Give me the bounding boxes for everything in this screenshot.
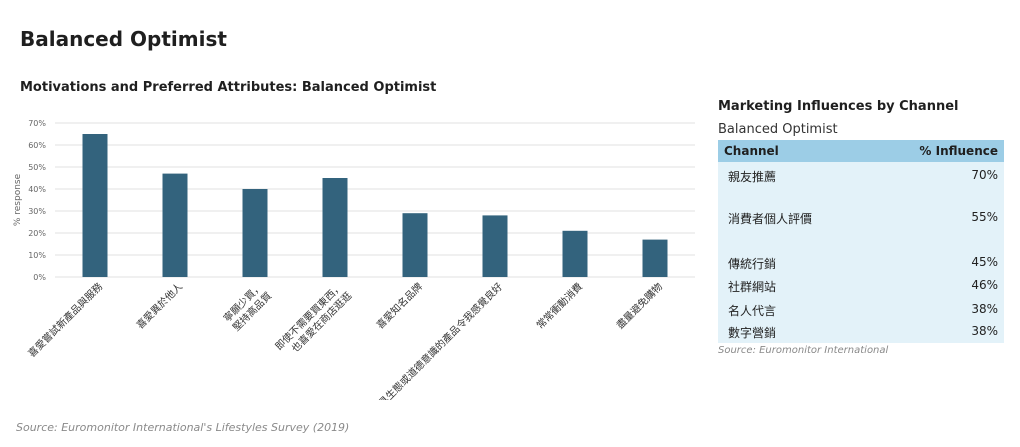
influence-table: Channel % Influence 親友推薦 70% 消費者個人評價 55%…	[718, 140, 1004, 343]
table-subtitle: Balanced Optimist	[718, 122, 838, 137]
row-channel: 傳統行銷	[728, 257, 777, 271]
x-tick-label: 即使不需要買東西，也喜愛在商店逛逛	[272, 280, 354, 362]
row-channel: 名人代言	[728, 304, 777, 318]
table-source: Source: Euromonitor International	[718, 345, 889, 356]
bar	[482, 215, 508, 277]
y-axis-label: % response	[13, 173, 23, 226]
y-tick-label: 70%	[28, 119, 46, 128]
row-value: 70%	[971, 168, 998, 182]
chart-source: Source: Euromonitor International's Life…	[16, 421, 350, 434]
bar	[322, 178, 348, 277]
y-tick-label: 40%	[28, 185, 46, 194]
header-influence: % Influence	[919, 144, 998, 158]
header-channel: Channel	[724, 144, 779, 158]
bar	[642, 239, 668, 277]
bar	[402, 213, 428, 277]
y-tick-label: 10%	[28, 251, 46, 260]
row-channel: 數字營銷	[728, 326, 777, 340]
row-value: 46%	[971, 278, 998, 292]
y-tick-label: 60%	[28, 141, 46, 150]
table-title: Marketing Influences by Channel	[718, 99, 959, 114]
bar	[82, 134, 108, 277]
row-value: 38%	[971, 302, 998, 316]
table-body: 親友推薦 70% 消費者個人評價 55% 傳統行銷 45% 社群網站 46% 名…	[718, 162, 1004, 343]
page-title: Balanced Optimist	[20, 27, 227, 51]
x-tick-label: 喜愛知名品牌	[374, 280, 426, 332]
table-row: 名人代言 38%	[718, 302, 1004, 319]
row-channel: 社群網站	[728, 280, 777, 294]
bar	[162, 173, 188, 277]
row-channel: 消費者個人評價	[728, 212, 813, 226]
table-row: 數字營銷 38%	[718, 324, 1004, 341]
bar	[242, 189, 268, 277]
y-tick-label: 20%	[28, 229, 46, 238]
row-value: 55%	[971, 210, 998, 224]
row-value: 45%	[971, 255, 998, 269]
x-tick-label: 常常衝動消費	[534, 280, 586, 332]
table-row: 消費者個人評價 55%	[718, 210, 1004, 227]
x-tick-label: 盡量避免購物	[614, 280, 666, 332]
row-channel: 親友推薦	[728, 170, 777, 184]
row-value: 38%	[971, 324, 998, 338]
y-tick-label: 30%	[28, 207, 46, 216]
bar	[562, 230, 588, 277]
x-tick-label: 喜愛嘗試新產品與服務	[25, 280, 105, 360]
x-tick-label: 購買具生態或道德意識的產品令我感覺良好	[362, 280, 506, 400]
y-tick-label: 0%	[33, 273, 46, 282]
x-tick-label: 喜愛異於他人	[134, 280, 186, 332]
table-header: Channel % Influence	[718, 140, 1004, 162]
y-tick-label: 50%	[28, 163, 46, 172]
table-row: 親友推薦 70%	[718, 168, 1004, 185]
chart-title: Motivations and Preferred Attributes: Ba…	[20, 80, 437, 95]
x-tick-label: 寧願少買，堅持高品質	[221, 280, 275, 334]
bar-chart: % response 0% 10% 20% 30% 40% 50% 60% 70% 喜愛嘗試新產…	[13, 119, 695, 400]
table-row: 社群網站 46%	[718, 278, 1004, 295]
table-row: 傳統行銷 45%	[718, 255, 1004, 272]
